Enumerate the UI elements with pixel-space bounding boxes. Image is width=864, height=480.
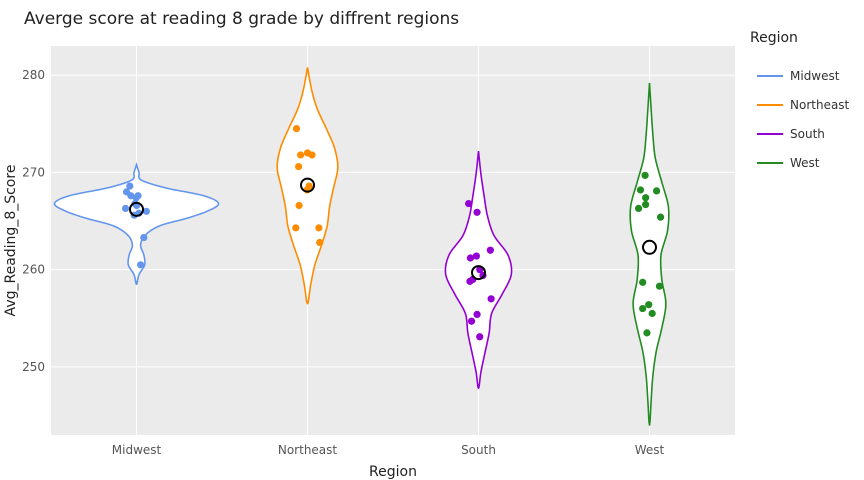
legend-label: West xyxy=(790,156,820,170)
data-point xyxy=(639,304,647,313)
mean-marker xyxy=(300,177,315,193)
legend-label: South xyxy=(790,127,825,141)
data-point xyxy=(465,199,473,208)
data-point xyxy=(297,151,305,159)
data-point xyxy=(486,246,494,254)
data-point xyxy=(636,186,645,194)
data-point xyxy=(656,213,665,221)
data-points xyxy=(121,125,665,341)
data-point xyxy=(315,224,323,232)
legend: Region Midwest Northeast South West xyxy=(750,30,850,170)
data-point xyxy=(126,182,134,190)
data-point xyxy=(648,309,656,318)
data-point xyxy=(316,238,324,247)
data-point xyxy=(641,171,649,179)
data-point xyxy=(643,329,651,337)
data-point xyxy=(134,192,142,200)
data-point xyxy=(472,252,480,260)
data-point xyxy=(634,204,643,213)
data-point xyxy=(292,224,300,232)
axes: 250 260 270 280 Midwest Northeast South West xyxy=(22,68,664,457)
data-point xyxy=(295,162,303,171)
data-point xyxy=(466,254,475,262)
data-point xyxy=(136,261,145,269)
data-point xyxy=(127,192,135,200)
x-axis-title: Region xyxy=(369,464,417,480)
y-tick-label: 250 xyxy=(22,360,45,374)
y-axis-title: Avg_Reading_8_Score xyxy=(3,165,19,317)
y-tick-label: 270 xyxy=(22,165,45,179)
data-point xyxy=(652,187,661,195)
legend-label: Midwest xyxy=(790,69,840,83)
data-point xyxy=(655,282,664,290)
x-tick-label: Northeast xyxy=(278,443,338,457)
data-point xyxy=(487,295,495,303)
data-point xyxy=(476,333,484,341)
y-tick-label: 280 xyxy=(22,68,45,82)
data-point xyxy=(121,204,130,213)
data-point xyxy=(466,277,474,285)
data-point xyxy=(642,194,650,202)
data-point xyxy=(292,125,301,133)
chart-title: Averge score at reading 8 grade by diffr… xyxy=(24,9,459,29)
mean-markers xyxy=(129,177,657,281)
mean-marker xyxy=(642,239,657,255)
data-point xyxy=(473,208,481,216)
y-tick-label: 260 xyxy=(22,263,45,277)
legend-label: Northeast xyxy=(790,98,850,112)
data-point xyxy=(645,301,653,309)
x-tick-label: Midwest xyxy=(112,443,162,457)
data-point xyxy=(467,317,476,325)
x-tick-label: West xyxy=(635,443,665,457)
data-point xyxy=(642,200,650,209)
data-point xyxy=(142,207,150,215)
legend-title: Region xyxy=(750,30,798,46)
data-point xyxy=(639,278,647,286)
mean-marker xyxy=(471,265,486,281)
data-point xyxy=(473,310,481,319)
plot-background xyxy=(51,46,735,435)
data-point xyxy=(295,201,303,210)
data-point xyxy=(308,151,316,159)
x-tick-label: South xyxy=(461,443,496,457)
mean-marker xyxy=(129,201,144,217)
violin-midwest xyxy=(53,161,220,286)
data-point xyxy=(140,233,148,242)
